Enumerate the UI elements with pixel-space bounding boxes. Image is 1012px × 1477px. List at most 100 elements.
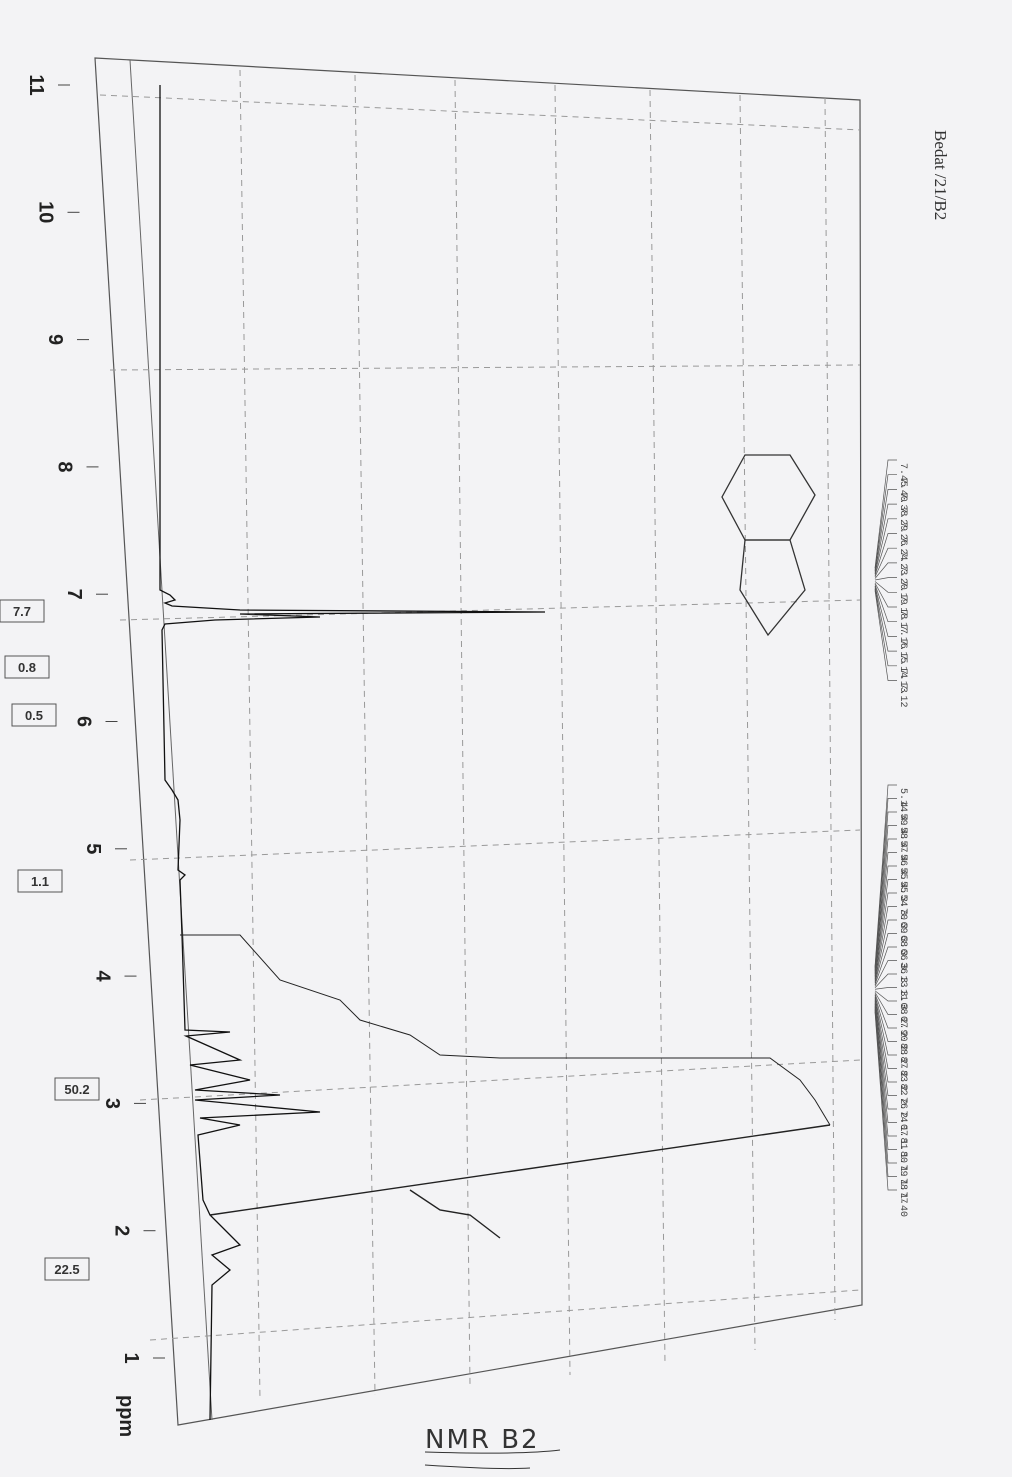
peak-label: 3.68 xyxy=(897,923,908,947)
peak-label: 3.07 xyxy=(897,1004,908,1028)
peak-label: 4.59 xyxy=(897,802,908,826)
peak-connector xyxy=(874,865,897,976)
peak-label: 1.79 xyxy=(897,1153,908,1177)
peak-connector xyxy=(874,996,897,1056)
peak-connector xyxy=(874,518,897,575)
peak-connector xyxy=(874,587,897,652)
peak-connector xyxy=(874,1001,897,1096)
peak-label: 3.70 xyxy=(897,896,908,920)
peak-connector xyxy=(874,503,897,573)
frame-inner xyxy=(129,59,213,1421)
axis-tick-label: 10 xyxy=(35,201,57,223)
peak-label: 4.55 xyxy=(897,869,908,893)
peak-label: 4.57 xyxy=(897,829,908,853)
peak-connector xyxy=(874,933,897,984)
peak-label: 5.14 xyxy=(897,788,908,812)
peak-connector xyxy=(874,987,897,990)
peak-label: 1.77 xyxy=(897,1180,908,1204)
peak-label: 2.07 xyxy=(897,1112,908,1136)
peak-connector xyxy=(874,1002,897,1110)
peak-connector xyxy=(874,825,897,972)
peak-label: 7.29 xyxy=(897,507,908,531)
peak-connector xyxy=(874,973,897,988)
peak-label: 2.74 xyxy=(897,1099,908,1123)
peak-connector xyxy=(874,459,897,569)
axis-tick-label: 1 xyxy=(120,1352,142,1363)
structure-drawing xyxy=(721,454,816,637)
peak-label: 1.81 xyxy=(897,1126,908,1150)
axis-tick-label: 11 xyxy=(25,74,47,95)
peak-label: 4.56 xyxy=(897,842,908,866)
peak-connector xyxy=(874,1011,897,1191)
peak-connector xyxy=(874,489,897,572)
integral-value: 1.1 xyxy=(31,874,49,889)
plot-frame xyxy=(94,57,863,1426)
peak-label: 4.55 xyxy=(897,856,908,880)
peak-connector xyxy=(874,992,897,1015)
peak-label: 2.90 xyxy=(897,1018,908,1042)
peak-label: 7.14 xyxy=(897,654,908,678)
peak-connector xyxy=(874,533,897,576)
peak-label: 7.12 xyxy=(897,684,908,708)
integral-box xyxy=(17,869,63,893)
peak-label: 7.40 xyxy=(897,478,908,502)
integral-box xyxy=(4,655,50,679)
title: Bedat /21/B2 xyxy=(931,130,950,220)
axis-tick-label: 9 xyxy=(44,334,66,345)
peak-label: 2.82 xyxy=(897,1072,908,1096)
axis-tick-label: 4 xyxy=(92,971,114,983)
peak-connector xyxy=(874,1005,897,1137)
peak-connector xyxy=(874,995,897,1042)
peak-connector xyxy=(874,1010,897,1177)
integral-value: 22.5 xyxy=(54,1262,79,1277)
peak-label: 7.13 xyxy=(897,669,908,693)
peak-label: 2.87 xyxy=(897,1045,908,1069)
peak-label: 2.83 xyxy=(897,1058,908,1082)
peak-label: 1.78 xyxy=(897,1166,908,1190)
integral-value: 7.7 xyxy=(13,604,31,619)
peak-label: 2.88 xyxy=(897,1031,908,1055)
peak-label: 1.40 xyxy=(897,1193,908,1217)
peak-connector xyxy=(874,919,897,982)
peak-label: 7.18 xyxy=(897,595,908,619)
integral-curve xyxy=(180,934,831,1126)
peak-connector xyxy=(874,582,897,608)
peak-label: 7.26 xyxy=(897,522,908,546)
peak-label: 7.20 xyxy=(897,566,908,590)
peak-label: 7.17 xyxy=(897,610,908,634)
peak-connector xyxy=(874,946,897,985)
peak-label: 4.54 xyxy=(897,883,908,907)
peak-connector xyxy=(874,999,897,1083)
peak-connector xyxy=(874,879,897,978)
peak-connector xyxy=(874,1007,897,1150)
peak-label: 7.24 xyxy=(897,537,908,561)
integral-box xyxy=(0,599,45,623)
integral-box xyxy=(11,703,57,727)
axis-tick-label: 5 xyxy=(82,843,104,854)
peak-connector xyxy=(874,906,897,981)
peak-connector xyxy=(874,798,897,969)
peak-connector xyxy=(874,590,897,681)
integral-value: 50.2 xyxy=(64,1082,89,1097)
peak-label: 3.36 xyxy=(897,950,908,974)
peak-connector xyxy=(874,811,897,970)
peak-connector xyxy=(874,585,897,637)
peak-label: 1.80 xyxy=(897,1139,908,1163)
peak-label: 7.16 xyxy=(897,625,908,649)
peak-label: 7.23 xyxy=(897,551,908,575)
integral-curve xyxy=(209,1124,831,1239)
peak-connector xyxy=(874,584,897,623)
axis-tick-label: 8 xyxy=(54,461,76,472)
peak-label: 7.19 xyxy=(897,581,908,605)
peak-label: 3.69 xyxy=(897,910,908,934)
peak-connector xyxy=(874,577,897,581)
peak-label: 2.76 xyxy=(897,1085,908,1109)
integral-box xyxy=(54,1077,100,1101)
underline xyxy=(424,1449,561,1470)
integral-value: 0.5 xyxy=(25,708,43,723)
peak-connector xyxy=(874,990,897,1002)
axis-tick-label: 3 xyxy=(101,1098,123,1109)
axis-unit: ppm xyxy=(115,1395,137,1437)
peak-connector xyxy=(874,588,897,667)
